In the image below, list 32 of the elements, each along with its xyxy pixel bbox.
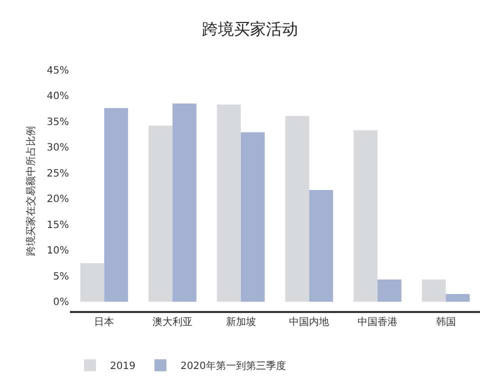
y-tick-label: 20% (46, 194, 69, 206)
y-tick-label: 25% (46, 168, 69, 180)
y-tick-label: 5% (53, 271, 69, 282)
y-tick-label: 30% (46, 142, 69, 154)
y-axis-title: 跨境买家在交易额中所占比例 (24, 126, 37, 256)
x-tick-label: 中国香港 (358, 316, 398, 328)
bar (240, 132, 265, 302)
bar (285, 116, 310, 302)
x-tick-label: 中国内地 (289, 316, 330, 328)
bar (104, 108, 128, 302)
y-tick-label: 40% (46, 91, 69, 102)
y-tick-label: 10% (46, 246, 69, 257)
bar (172, 103, 196, 302)
x-tick-label: 澳大利亚 (152, 316, 192, 328)
x-tick-label: 韩国 (436, 316, 456, 328)
y-tick-label: 15% (46, 220, 69, 231)
legend-label: 2020年第一到第三季度 (180, 360, 286, 372)
bar (80, 263, 104, 302)
y-tick-label: 35% (46, 116, 69, 128)
legend-label: 2019 (110, 361, 136, 372)
y-tick-label: 0% (53, 297, 69, 308)
chart-title: 跨境买家活动 (202, 20, 298, 39)
bar (446, 294, 470, 302)
bar (354, 130, 378, 302)
x-tick-label: 日本 (94, 316, 114, 328)
y-tick-label: 45% (46, 66, 69, 76)
bar (216, 104, 241, 302)
bar (378, 280, 402, 302)
bar (422, 280, 446, 302)
bar (148, 126, 172, 302)
x-tick-label: 新加坡 (226, 316, 256, 328)
bar (309, 190, 334, 302)
